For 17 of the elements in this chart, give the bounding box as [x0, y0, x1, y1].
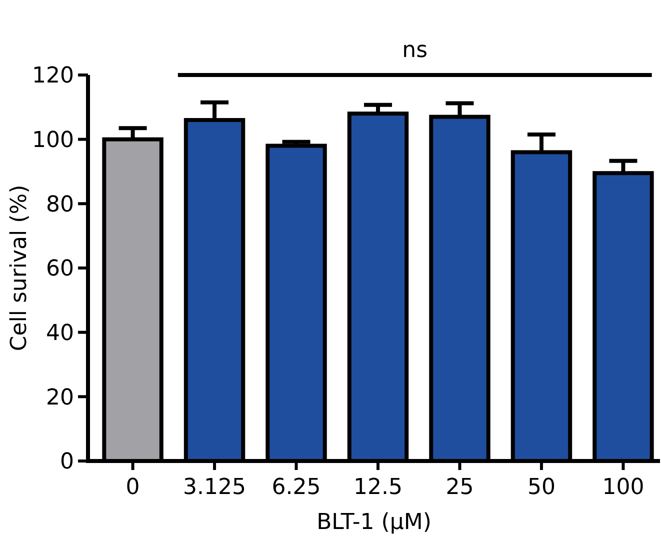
x-tick-label: 0: [126, 475, 140, 500]
y-axis-title: Cell surival (%): [7, 184, 32, 352]
text: ns: [402, 38, 428, 63]
y-tick-label: 100: [32, 128, 74, 154]
y-tick-label: 60: [46, 256, 74, 282]
x-tick-label: 3.125: [183, 475, 246, 500]
x-tick-label: 25: [446, 475, 474, 500]
x-tick-label: 50: [527, 475, 556, 500]
x-axis-title: BLT-1 (μM): [316, 510, 432, 535]
y-tick-label: 120: [32, 64, 74, 89]
x-tick-label: 6.25: [272, 475, 321, 500]
y-tick-label: 20: [46, 385, 74, 410]
y-tick-label: 80: [46, 192, 74, 218]
x-tick-label: 12.5: [354, 475, 402, 500]
y-tick-label: 40: [46, 321, 74, 346]
y-tick-label: 0: [60, 450, 74, 475]
x-tick-label: 100: [602, 475, 644, 500]
